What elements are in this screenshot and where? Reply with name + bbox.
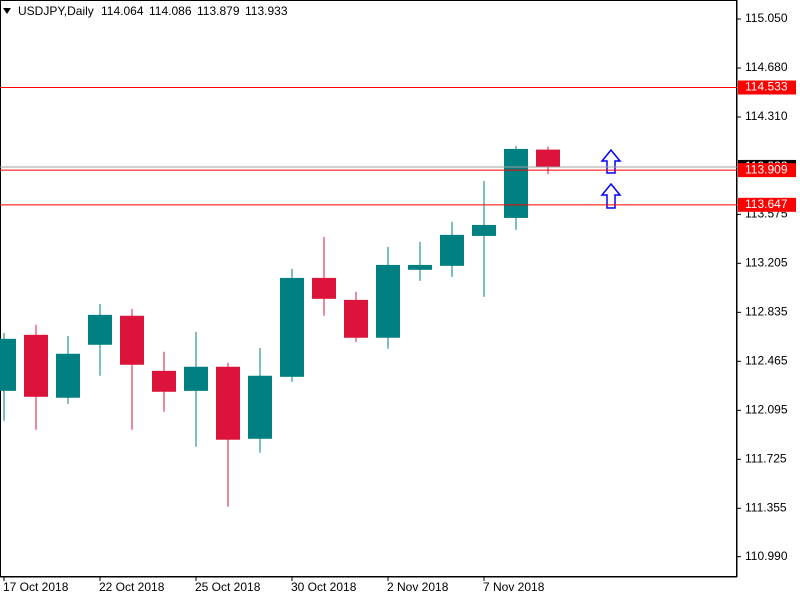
y-tick-label: 112.095 (745, 402, 788, 416)
x-tick-label: 25 Oct 2018 (195, 580, 261, 594)
candle-body (376, 264, 400, 338)
x-tick-label: 17 Oct 2018 (3, 580, 69, 594)
candle-body (248, 375, 272, 439)
candle-body (0, 338, 16, 391)
candle-body (344, 299, 368, 338)
chart-title: USDJPY,Daily (18, 4, 94, 18)
candle-body (88, 314, 112, 345)
candle-body (536, 149, 560, 167)
candle-body (56, 353, 80, 398)
candle-body (120, 315, 144, 365)
candle-body (152, 370, 176, 392)
x-tick-label: 2 Nov 2018 (387, 580, 449, 594)
level-label-bg (738, 80, 796, 95)
level-label: 113.647 (745, 197, 788, 211)
candle-body (312, 277, 336, 299)
candle-body (184, 366, 208, 391)
header-close: 113.933 (245, 4, 288, 18)
y-tick-label: 115.050 (745, 11, 788, 25)
x-tick-label: 22 Oct 2018 (99, 580, 165, 594)
candle-body (216, 366, 240, 440)
y-tick-label: 112.835 (745, 305, 788, 319)
menu-triangle (3, 8, 11, 14)
y-tick-label: 114.680 (745, 60, 788, 74)
level-label: 113.909 (745, 162, 788, 176)
candle-body (408, 264, 432, 270)
y-tick-label: 111.725 (745, 451, 787, 465)
candle-body (440, 234, 464, 266)
y-tick-label: 113.205 (745, 256, 788, 270)
x-tick-label: 7 Nov 2018 (483, 580, 545, 594)
candle-body (472, 224, 496, 236)
candle-body (24, 334, 48, 397)
candle-body (504, 148, 528, 218)
y-tick-label: 110.990 (745, 549, 788, 563)
arrow-up (600, 148, 622, 209)
plot-frame (0, 0, 737, 577)
x-tick-label: 30 Oct 2018 (291, 580, 357, 594)
header-high: 114.086 (149, 4, 192, 18)
level-label: 114.533 (745, 80, 788, 94)
y-tick-label: 114.310 (745, 109, 788, 123)
y-tick-label: 112.465 (745, 353, 788, 367)
candle-body (280, 277, 304, 377)
header-low: 113.879 (197, 4, 240, 18)
y-tick-label: 111.355 (745, 500, 787, 514)
level-label-bg (738, 197, 796, 212)
header-open: 114.064 (101, 4, 144, 18)
level-label-bg (738, 163, 796, 178)
